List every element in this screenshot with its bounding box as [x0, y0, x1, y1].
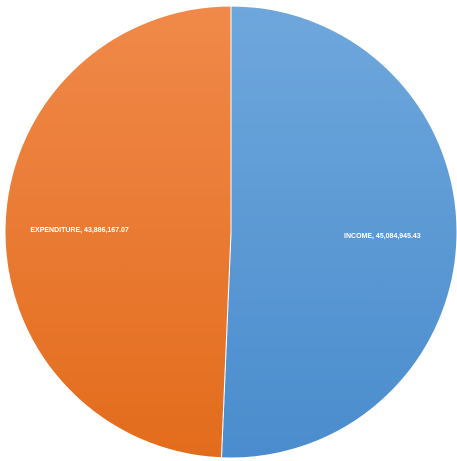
pie-slice-income	[220, 5, 457, 459]
pie-slice-expenditure	[4, 5, 232, 459]
data-label-expenditure: EXPENDITURE, 43,886,167.07	[30, 227, 129, 234]
data-label-income: INCOME, 45,084,945.43	[344, 233, 421, 240]
